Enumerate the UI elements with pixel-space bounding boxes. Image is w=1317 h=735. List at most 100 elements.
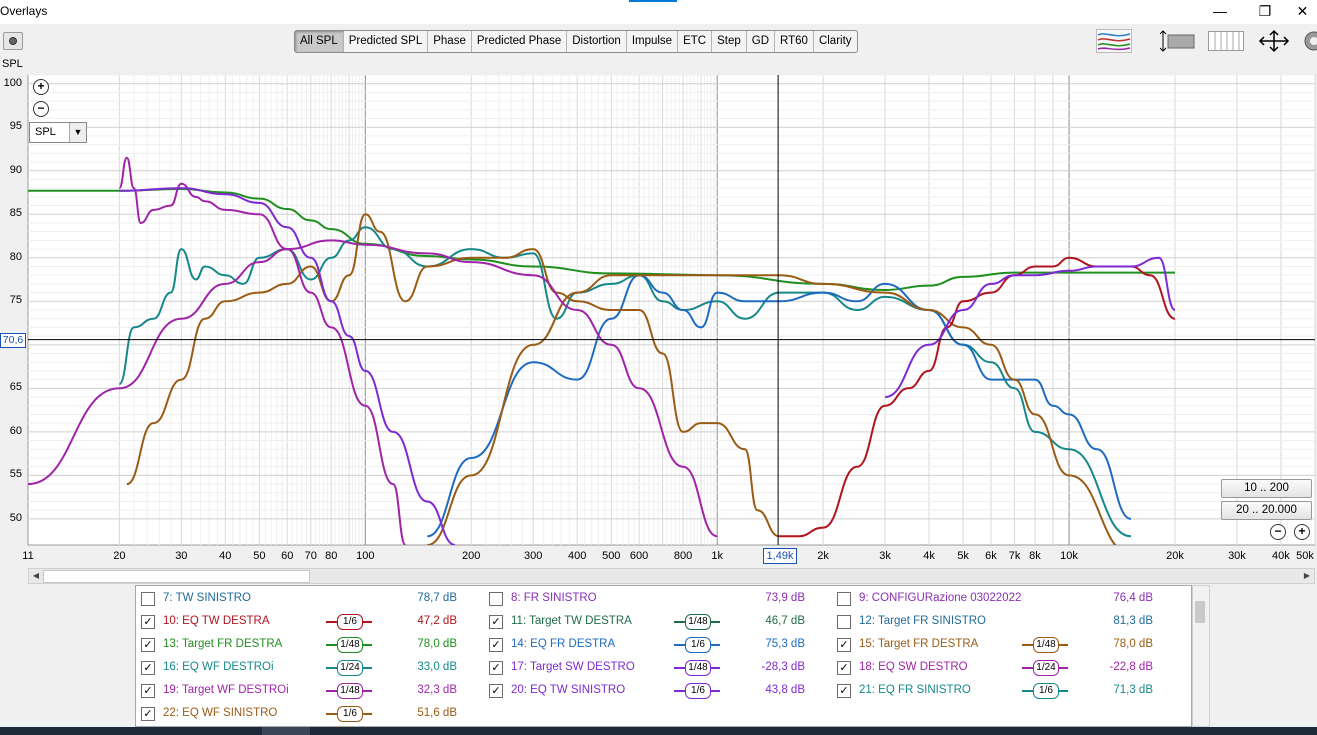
tab-clarity[interactable]: Clarity — [818, 35, 852, 47]
tab-predicted-spl[interactable]: Predicted SPL — [344, 31, 429, 52]
scroll-left-icon[interactable]: ◀ — [32, 571, 40, 580]
legend-checkbox[interactable]: ✓ — [489, 684, 503, 698]
legend-item[interactable]: ✓ 18: EQ SW DESTRO 1/24 -22,8 dB — [837, 659, 1177, 677]
x-tick-label: 6k — [985, 550, 997, 562]
range-20-20000-button[interactable]: 20 .. 20.000 — [1221, 501, 1312, 520]
legend-checkbox[interactable]: ✓ — [141, 707, 155, 721]
legend-item-value: 75,3 dB — [765, 638, 805, 650]
tab-impulse[interactable]: Impulse — [627, 31, 679, 52]
limits-icon[interactable] — [1160, 29, 1196, 53]
legend-smoothing-swatch[interactable]: 1/6 — [1022, 683, 1068, 699]
legend-scrollbar[interactable] — [1192, 585, 1210, 727]
x-tick-label: 10k — [1060, 550, 1078, 562]
y-tick-label: 100 — [3, 76, 22, 89]
legend-item[interactable]: 9: CONFIGURazione 03022022 76,4 dB — [837, 590, 1177, 608]
legend-checkbox[interactable]: ✓ — [141, 615, 155, 629]
close-button[interactable]: ✕ — [1296, 3, 1309, 19]
legend-smoothing-swatch[interactable]: 1/48 — [326, 683, 372, 699]
legend-checkbox[interactable]: ✓ — [141, 684, 155, 698]
legend-scroll-thumb[interactable] — [1195, 601, 1205, 623]
legend-checkbox[interactable]: ✓ — [489, 615, 503, 629]
series-line-8 — [119, 187, 456, 545]
spl-graph[interactable] — [0, 70, 1317, 550]
legend-item[interactable]: 8: FR SINISTRO 73,9 dB — [489, 590, 829, 608]
range-10-200-button[interactable]: 10 .. 200 — [1221, 479, 1312, 498]
tab-predicted-phase[interactable]: Predicted Phase — [472, 31, 568, 52]
legend-item[interactable]: 7: TW SINISTRO 78,7 dB — [141, 590, 481, 608]
legend-item[interactable]: ✓ 14: EQ FR DESTRA 1/6 75,3 dB — [489, 636, 829, 654]
legend-item[interactable]: ✓ 19: Target WF DESTROi 1/48 32,3 dB — [141, 682, 481, 700]
legend-item-value: 51,6 dB — [417, 707, 457, 719]
legend-item[interactable]: ✓ 16: EQ WF DESTROi 1/24 33,0 dB — [141, 659, 481, 677]
series-line-1 — [28, 187, 1175, 292]
spl-dropdown[interactable]: SPL ▼ — [29, 122, 87, 143]
legend-item[interactable]: ✓ 13: Target FR DESTRA 1/48 78,0 dB — [141, 636, 481, 654]
x-tick-label: 600 — [629, 550, 649, 562]
legend-checkbox[interactable]: ✓ — [837, 638, 851, 652]
legend-smoothing-label: 1/48 — [685, 614, 711, 630]
taskbar-app[interactable] — [262, 727, 310, 735]
legend-checkbox[interactable] — [141, 592, 155, 606]
tab-all-spl[interactable]: All SPL — [295, 31, 344, 52]
legend-checkbox[interactable] — [837, 592, 851, 606]
x-zoom-in-icon[interactable]: + — [1294, 524, 1310, 540]
x-zoom-out-icon[interactable]: − — [1270, 524, 1286, 540]
legend-item[interactable]: ✓ 17: Target SW DESTRO 1/48 -28,3 dB — [489, 659, 829, 677]
tab-rt60[interactable]: RT60 — [775, 31, 814, 52]
gear-icon[interactable] — [1302, 29, 1317, 53]
tab-step[interactable]: Step — [712, 31, 747, 52]
legend-checkbox[interactable]: ✓ — [141, 661, 155, 675]
legend-item[interactable]: ✓ 11: Target TW DESTRA 1/48 46,7 dB — [489, 613, 829, 631]
legend-item[interactable]: ✓ 22: EQ WF SINISTRO 1/6 51,6 dB — [141, 705, 481, 723]
tab-distortion[interactable]: Distortion — [567, 31, 627, 52]
y-tick-label: 90 — [9, 163, 22, 176]
legend-smoothing-label: 1/6 — [685, 683, 711, 699]
minimize-button[interactable]: — — [1213, 3, 1227, 19]
legend-smoothing-swatch[interactable]: 1/48 — [674, 614, 720, 630]
legend-smoothing-swatch[interactable]: 1/6 — [326, 706, 372, 722]
legend-checkbox[interactable]: ✓ — [837, 684, 851, 698]
controls-icon[interactable] — [1208, 29, 1244, 53]
legend-checkbox[interactable]: ✓ — [489, 661, 503, 675]
scroll-thumb[interactable] — [43, 570, 310, 583]
legend-item[interactable]: ✓ 15: Target FR DESTRA 1/48 78,0 dB — [837, 636, 1177, 654]
legend-item[interactable]: 12: Target FR SINISTRO 81,3 dB — [837, 613, 1177, 631]
zoom-in-icon[interactable]: + — [33, 79, 49, 95]
move-arrows-icon[interactable] — [1256, 29, 1292, 53]
legend-smoothing-swatch[interactable]: 1/48 — [674, 660, 720, 676]
legend-item[interactable]: ✓ 10: EQ TW DESTRA 1/6 47,2 dB — [141, 613, 481, 631]
x-tick-label: 4k — [923, 550, 935, 562]
tab-etc[interactable]: ETC — [678, 31, 713, 52]
legend-item[interactable]: ✓ 20: EQ TW SINISTRO 1/6 43,8 dB — [489, 682, 829, 700]
legend-item-value: 47,2 dB — [417, 615, 457, 627]
legend-item-name: 13: Target FR DESTRA — [163, 638, 283, 650]
scroll-right-icon[interactable]: ▶ — [1303, 571, 1311, 580]
legend-smoothing-swatch[interactable]: 1/48 — [326, 637, 372, 653]
legend-item-name: 17: Target SW DESTRO — [511, 661, 635, 673]
maximize-button[interactable]: ❐ — [1258, 3, 1272, 19]
legend-smoothing-swatch[interactable]: 1/6 — [674, 637, 720, 653]
legend-checkbox[interactable] — [489, 592, 503, 606]
x-tick-label: 2k — [817, 550, 829, 562]
legend-item-name: 7: TW SINISTRO — [163, 592, 251, 604]
horizontal-scrollbar[interactable]: ◀ ▶ — [28, 568, 1315, 584]
legend-smoothing-swatch[interactable]: 1/6 — [326, 614, 372, 630]
legend-smoothing-swatch[interactable]: 1/48 — [1022, 637, 1068, 653]
zoom-out-icon[interactable]: − — [33, 101, 49, 117]
camera-icon[interactable] — [3, 32, 23, 50]
legend-checkbox[interactable]: ✓ — [837, 661, 851, 675]
trace-arrange-icon[interactable] — [1096, 29, 1132, 53]
legend-checkbox[interactable] — [837, 615, 851, 629]
legend-item[interactable]: ✓ 21: EQ FR SINISTRO 1/6 71,3 dB — [837, 682, 1177, 700]
x-tick-label: 80 — [325, 550, 338, 562]
tab-gd[interactable]: GD — [747, 31, 776, 52]
legend-smoothing-swatch[interactable]: 1/24 — [326, 660, 372, 676]
legend-smoothing-swatch[interactable]: 1/6 — [674, 683, 720, 699]
legend-smoothing-label: 1/48 — [337, 637, 363, 653]
legend-checkbox[interactable]: ✓ — [489, 638, 503, 652]
tab-phase[interactable]: Phase — [428, 31, 472, 52]
legend-smoothing-swatch[interactable]: 1/24 — [1022, 660, 1068, 676]
legend-checkbox[interactable]: ✓ — [141, 638, 155, 652]
x-tick-label: 60 — [281, 550, 294, 562]
chevron-down-icon[interactable]: ▼ — [69, 123, 86, 142]
